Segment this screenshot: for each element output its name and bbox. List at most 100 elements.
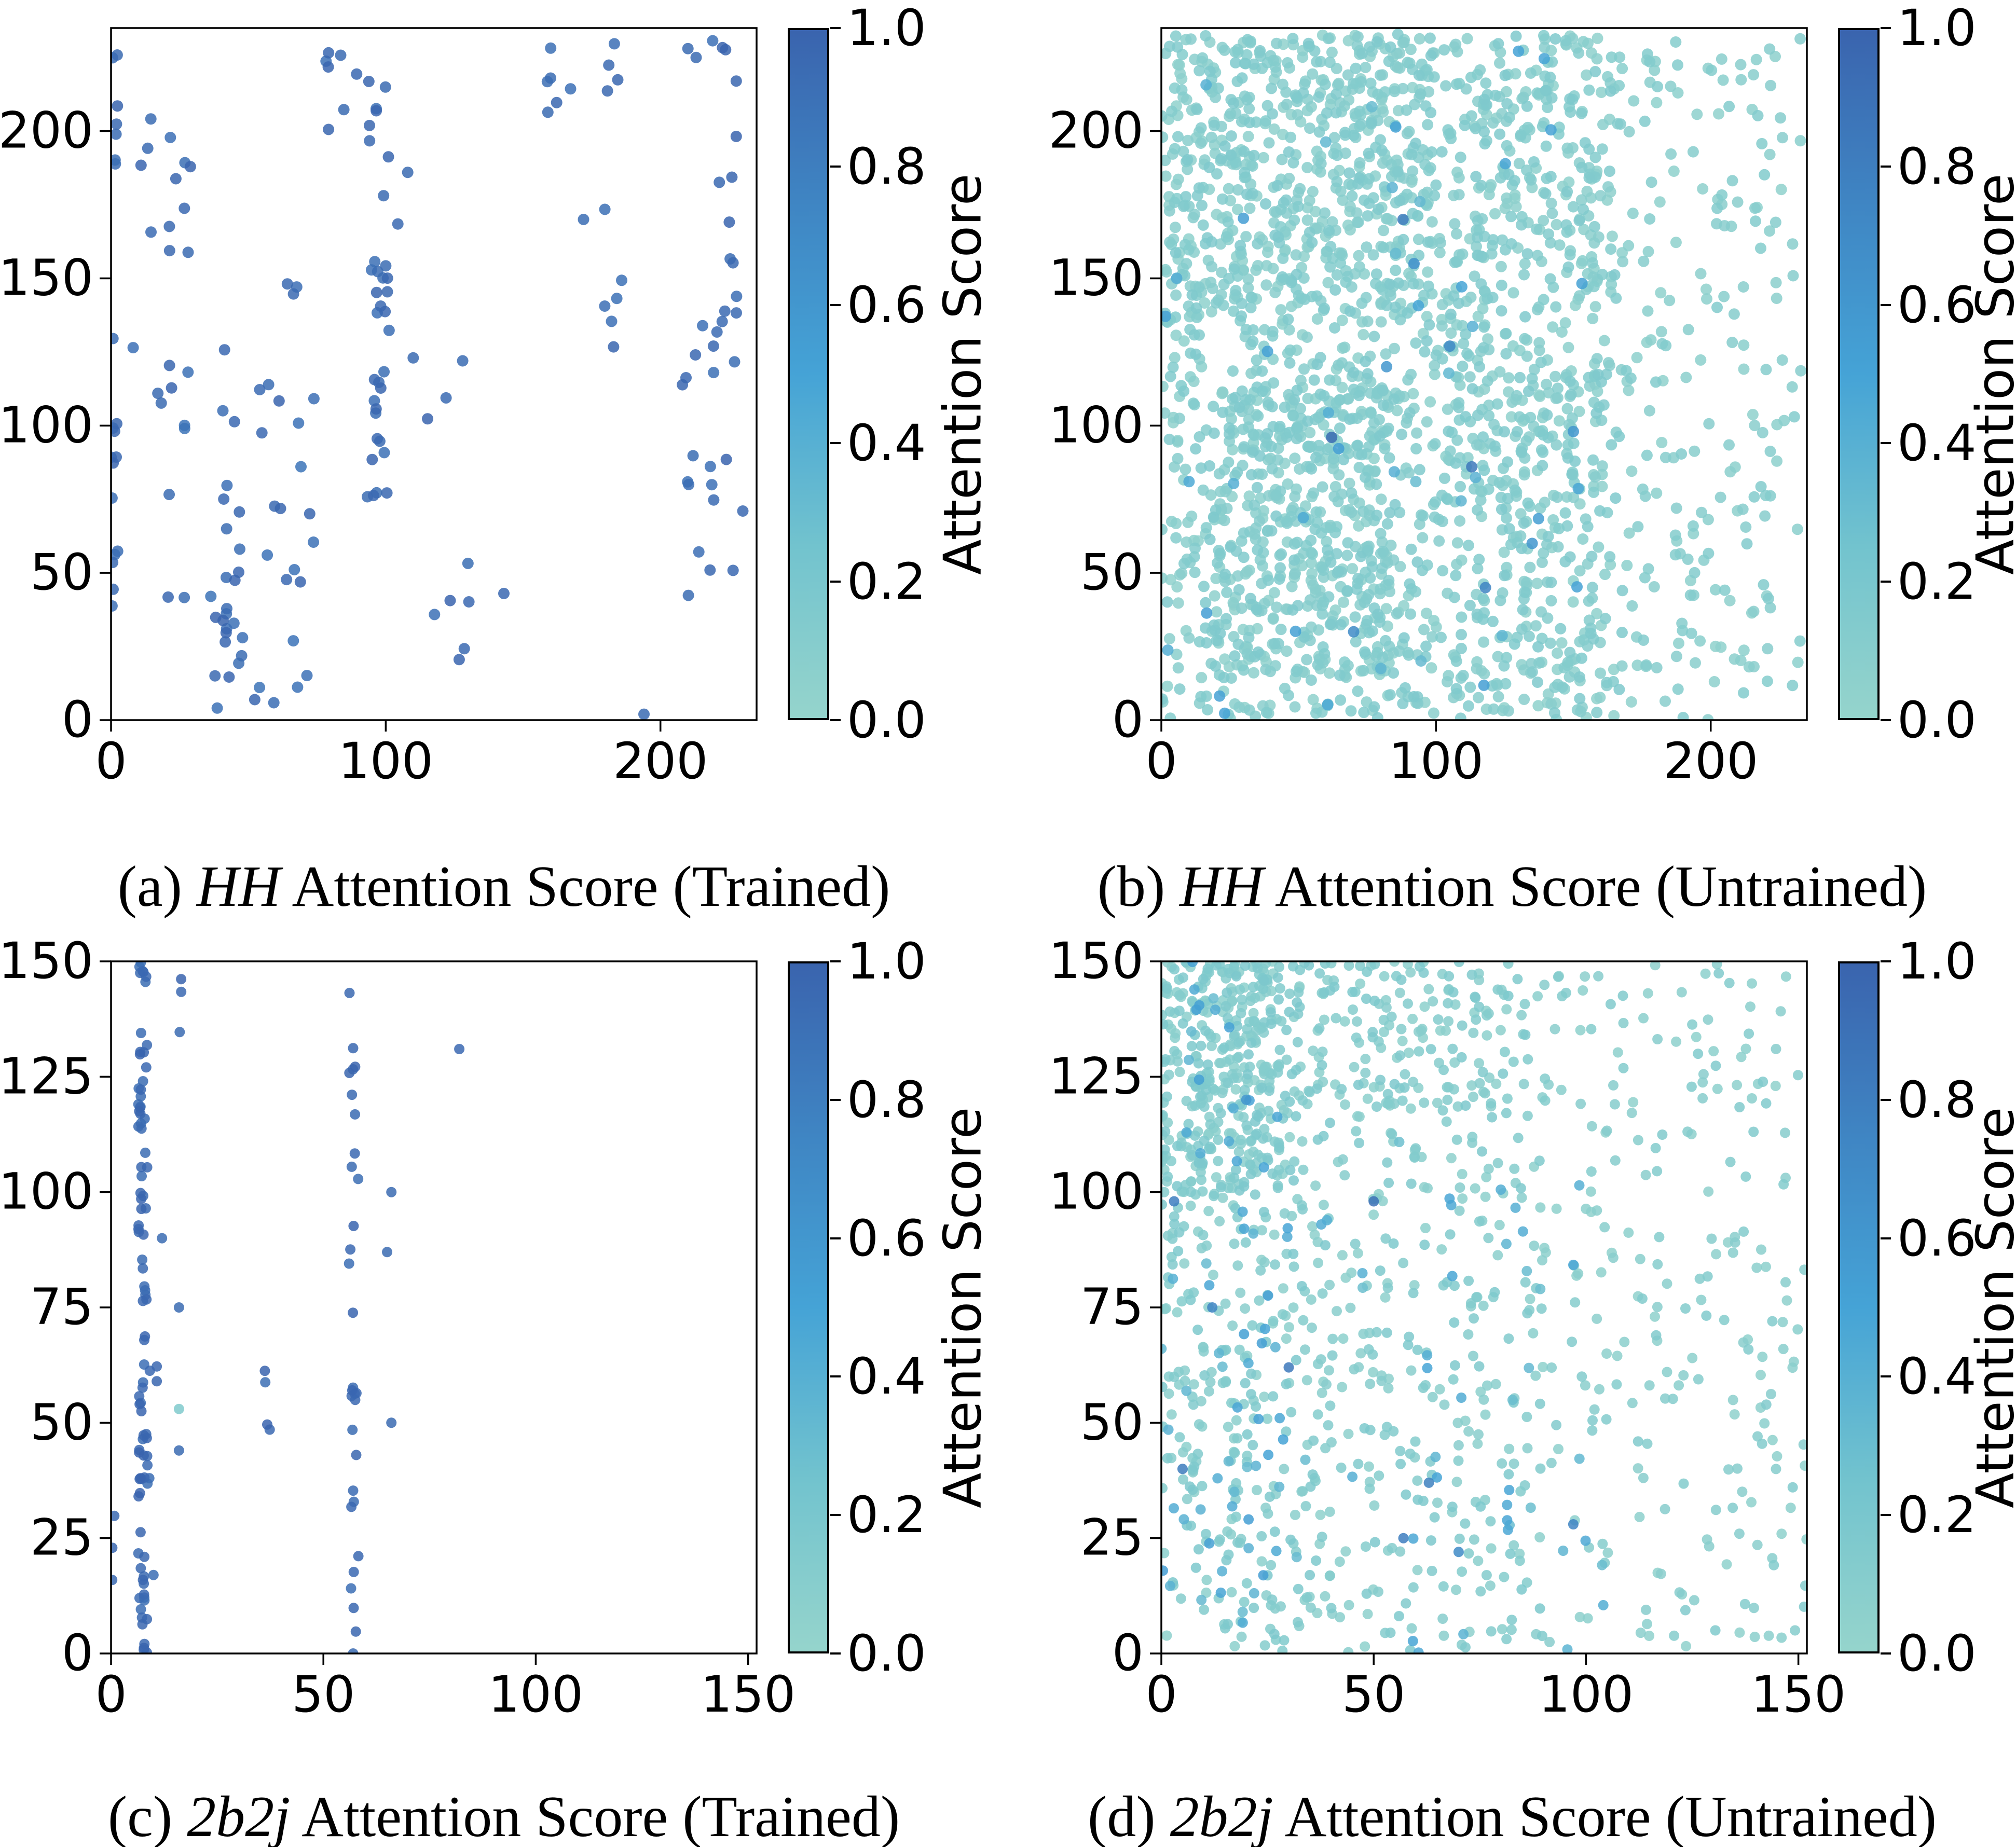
scatter-point <box>1291 384 1303 396</box>
scatter-point <box>1240 231 1252 243</box>
scatter-point <box>1161 1630 1172 1641</box>
scatter-point <box>367 490 379 502</box>
scatter-point <box>1589 471 1601 483</box>
scatter-point <box>1767 1316 1778 1327</box>
scatter-point <box>1238 664 1250 676</box>
scatter-point <box>1560 35 1572 47</box>
scatter-point <box>1232 570 1244 582</box>
scatter-point <box>1417 510 1429 522</box>
scatter-point <box>1178 558 1190 570</box>
scatter-point <box>1441 1025 1451 1036</box>
scatter-point <box>1523 1054 1533 1065</box>
scatter-point <box>1711 1249 1722 1260</box>
scatter-point <box>1223 1422 1233 1432</box>
scatter-point <box>1358 1328 1369 1339</box>
scatter-point <box>1380 213 1392 225</box>
scatter-point <box>1369 1537 1380 1548</box>
scatter-point <box>1532 991 1543 1002</box>
caption-a-rest: Attention Score (Trained) <box>280 854 890 919</box>
scatter-point <box>350 1062 361 1072</box>
scatter-point <box>1324 1570 1335 1581</box>
scatter-point <box>1206 1041 1217 1051</box>
scatter-point <box>1372 712 1383 720</box>
scatter-point <box>1346 506 1357 518</box>
scatter-point <box>1748 69 1760 81</box>
scatter-point <box>1394 1137 1405 1148</box>
scatter-point <box>1719 1315 1730 1326</box>
scatter-point <box>1427 1391 1438 1402</box>
scatter-point <box>348 1648 359 1653</box>
x-tick-label: 50 <box>1342 1665 1405 1724</box>
scatter-point <box>1405 368 1417 380</box>
scatter-point <box>1282 57 1294 68</box>
scatter-point <box>1429 360 1441 371</box>
scatter-point <box>1174 67 1186 79</box>
scatter-point <box>1281 645 1293 657</box>
scatter-point <box>1545 171 1557 183</box>
scatter-point <box>1270 1342 1281 1353</box>
scatter-point <box>1491 1079 1502 1089</box>
scatter-point <box>1239 167 1251 178</box>
x-tick-label: 100 <box>338 732 433 790</box>
scatter-point <box>136 1193 147 1204</box>
scatter-point <box>1170 329 1182 341</box>
scatter-point <box>1502 1499 1513 1510</box>
scatter-point <box>1567 1336 1578 1347</box>
scatter-point <box>1473 554 1485 566</box>
scatter-point <box>1162 983 1173 994</box>
scatter-point <box>1489 208 1501 219</box>
scatter-point <box>1277 1645 1288 1653</box>
scatter-point <box>1187 961 1198 968</box>
scatter-point <box>1276 154 1288 166</box>
scatter-point <box>1331 1013 1341 1024</box>
scatter-point <box>1209 590 1220 602</box>
scatter-point <box>1238 212 1250 224</box>
scatter-point <box>1528 156 1540 168</box>
scatter-point <box>237 632 249 644</box>
scatter-point <box>347 1424 358 1435</box>
scatter-point <box>1439 1399 1450 1410</box>
scatter-point <box>1242 273 1254 285</box>
scatter-point <box>1741 538 1753 550</box>
scatter-point <box>1623 126 1635 137</box>
scatter-point <box>363 76 375 87</box>
scatter-point <box>1239 1596 1250 1607</box>
scatter-point <box>1578 203 1589 215</box>
scatter-point <box>1389 1079 1400 1090</box>
scatter-point <box>1450 570 1462 582</box>
scatter-point <box>1223 1619 1233 1630</box>
scatter-point <box>1401 1489 1411 1500</box>
scatter-point <box>1499 244 1511 256</box>
scatter-point <box>1743 1344 1754 1355</box>
scatter-point <box>1191 1004 1202 1015</box>
scatter-point <box>1246 160 1258 172</box>
scatter-point <box>1639 115 1651 127</box>
scatter-point <box>1388 466 1400 478</box>
scatter-point <box>1628 1097 1639 1108</box>
scatter-point <box>1518 694 1530 705</box>
colorbar-tick-label: 0.6 <box>847 275 926 334</box>
y-tick-label: 125 <box>0 1047 93 1105</box>
scatter-point <box>1246 1037 1257 1048</box>
scatter-point <box>1586 550 1598 562</box>
scatter-point <box>1329 284 1341 296</box>
scatter-point <box>1513 45 1525 57</box>
scatter-point <box>1678 1478 1689 1489</box>
scatter-point <box>1387 1542 1397 1553</box>
scatter-point <box>1483 483 1494 495</box>
scatter-point <box>1497 1624 1507 1635</box>
scatter-point <box>1765 1389 1776 1399</box>
scatter-point <box>1251 1460 1261 1471</box>
scatter-point <box>111 333 119 344</box>
scatter-point <box>1228 1103 1239 1114</box>
scatter-point <box>1272 1182 1283 1193</box>
scatter-point <box>1519 311 1531 323</box>
scatter-point <box>1516 543 1528 555</box>
scatter-point <box>1246 446 1258 458</box>
scatter-point <box>1388 667 1400 679</box>
scatter-point <box>1347 1471 1358 1482</box>
scatter-point <box>1750 53 1762 65</box>
scatter-point <box>1388 1426 1399 1437</box>
scatter-point <box>323 123 335 135</box>
scatter-point <box>1771 1043 1781 1054</box>
